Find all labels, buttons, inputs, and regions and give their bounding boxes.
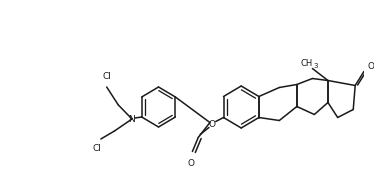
Text: O: O xyxy=(368,62,374,71)
Text: 3: 3 xyxy=(313,62,318,69)
Text: O: O xyxy=(208,120,215,129)
Text: Cl: Cl xyxy=(92,144,101,153)
Text: N: N xyxy=(129,114,135,123)
Text: CH: CH xyxy=(300,59,313,68)
Text: O: O xyxy=(188,159,195,168)
Text: Cl: Cl xyxy=(102,72,111,81)
